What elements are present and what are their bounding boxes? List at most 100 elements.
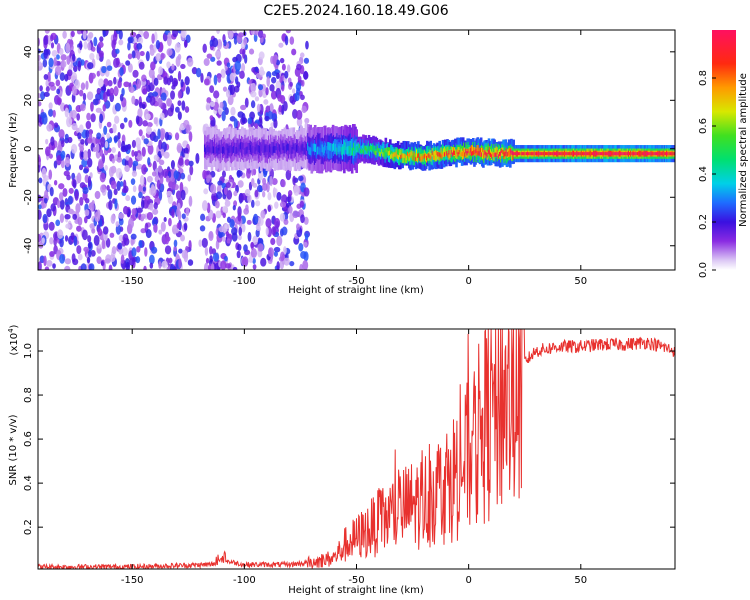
heatmap-cell: [252, 257, 256, 264]
heatmap-cell: [186, 57, 194, 67]
heatmap-cell: [130, 195, 137, 205]
heatmap-cell: [157, 97, 163, 108]
spectrogram-panel: -150 -100 -50 0 50 -40 -20 0 20 40 Height of str…: [8, 29, 676, 296]
heatmap-cell: [268, 247, 275, 258]
heatmap-cell: [222, 212, 226, 219]
heatmap-cell: [115, 48, 120, 54]
heatmap-cell: [258, 115, 263, 124]
heatmap-cell: [127, 36, 134, 44]
heatmap-cell: [216, 39, 223, 50]
heatmap-cell: [83, 246, 89, 253]
heatmap-cell: [230, 106, 236, 116]
heatmap-cell: [45, 138, 49, 145]
heatmap-cell: [174, 132, 180, 141]
spectrogram-y-ticks: -40 -20 0 20 40: [23, 45, 675, 254]
heatmap-cell: [131, 247, 137, 257]
heatmap-cell: [140, 228, 146, 234]
heatmap-cell: [295, 82, 302, 92]
heatmap-cell: [278, 104, 282, 113]
heatmap-cell: [303, 241, 308, 248]
heatmap-cell: [43, 255, 47, 267]
heatmap-cell: [209, 101, 215, 107]
heatmap-cell: [49, 237, 54, 245]
heatmap-cell: [64, 258, 72, 265]
heatmap-cell: [160, 221, 166, 232]
heatmap-cell: [168, 217, 172, 227]
heatmap-cell: [255, 200, 261, 207]
heatmap-cell: [87, 62, 94, 70]
heatmap-cell: [66, 116, 73, 128]
heatmap-cell: [101, 65, 107, 74]
heatmap-cell: [202, 43, 207, 54]
heatmap-cell: [79, 124, 84, 133]
heatmap-cell: [296, 109, 303, 120]
y-tick-label: -20: [23, 189, 34, 205]
heatmap-cell: [283, 101, 288, 112]
heatmap-cell: [94, 190, 101, 200]
heatmap-cell: [70, 143, 78, 154]
heatmap-cell: [127, 41, 131, 51]
heatmap-cell: [78, 164, 84, 171]
heatmap-cell: [83, 41, 88, 50]
heatmap-cell: [153, 77, 159, 86]
heatmap-cell: [185, 124, 191, 134]
heatmap-cell: [252, 235, 258, 246]
heatmap-cell: [157, 128, 161, 140]
svg-text:(x104): (x104): [7, 324, 20, 355]
heatmap-cell: [128, 86, 135, 93]
heatmap-cell: [119, 67, 124, 76]
heatmap-cell: [241, 62, 246, 73]
heatmap-cell: [233, 118, 238, 129]
heatmap-cell: [278, 42, 284, 48]
heatmap-cell: [167, 195, 174, 205]
heatmap-cell: [136, 246, 141, 253]
heatmap-cell: [254, 66, 259, 73]
heatmap-cell: [80, 82, 86, 91]
heatmap-cell: [100, 260, 105, 266]
heatmap-cell: [263, 99, 269, 105]
heatmap-cell: [164, 131, 170, 141]
heatmap-cell: [228, 30, 234, 40]
heatmap-cell: [104, 140, 109, 149]
heatmap-cell: [73, 64, 78, 73]
heatmap-cell: [273, 251, 278, 257]
heatmap-cell: [294, 91, 300, 102]
heatmap-cell: [155, 39, 161, 50]
y-tick-label: 1.0: [23, 343, 34, 359]
spectrogram-x-ticks: -150 -100 -50 0 50: [121, 30, 587, 287]
heatmap-cell: [131, 139, 136, 149]
heatmap-cell: [247, 194, 252, 204]
heatmap-cell: [161, 260, 168, 269]
heatmap-cell: [289, 95, 294, 104]
heatmap-cell: [296, 223, 301, 231]
heatmap-cell: [118, 212, 125, 219]
heatmap-cell: [122, 233, 129, 242]
heatmap-cell: [109, 87, 115, 96]
heatmap-cell: [146, 211, 154, 221]
x-tick-label: 50: [574, 276, 587, 287]
heatmap-cell: [44, 266, 50, 270]
heatmap-cell: [166, 61, 171, 69]
heatmap-cell: [176, 142, 183, 154]
heatmap-cell: [48, 102, 53, 110]
heatmap-cell: [153, 117, 158, 125]
heatmap-cell: [140, 199, 145, 210]
heatmap-cell: [160, 52, 165, 61]
heatmap-cell: [162, 168, 169, 179]
heatmap-cell: [48, 57, 54, 68]
heatmap-cell: [222, 86, 228, 92]
heatmap-cell: [134, 137, 142, 149]
heatmap-cell: [38, 101, 42, 107]
heatmap-cell: [203, 78, 210, 86]
heatmap-cell: [75, 203, 81, 214]
heatmap-cell: [153, 135, 159, 143]
heatmap-cell: [53, 237, 57, 247]
heatmap-cell: [125, 261, 131, 270]
heatmap-cell: [124, 144, 129, 152]
heatmap-cell: [108, 166, 114, 178]
y-tick-label: 0.8: [23, 387, 34, 403]
heatmap-cell: [261, 182, 268, 191]
heatmap-cell: [138, 101, 143, 109]
heatmap-cell: [100, 184, 106, 193]
heatmap-cell: [198, 239, 203, 247]
